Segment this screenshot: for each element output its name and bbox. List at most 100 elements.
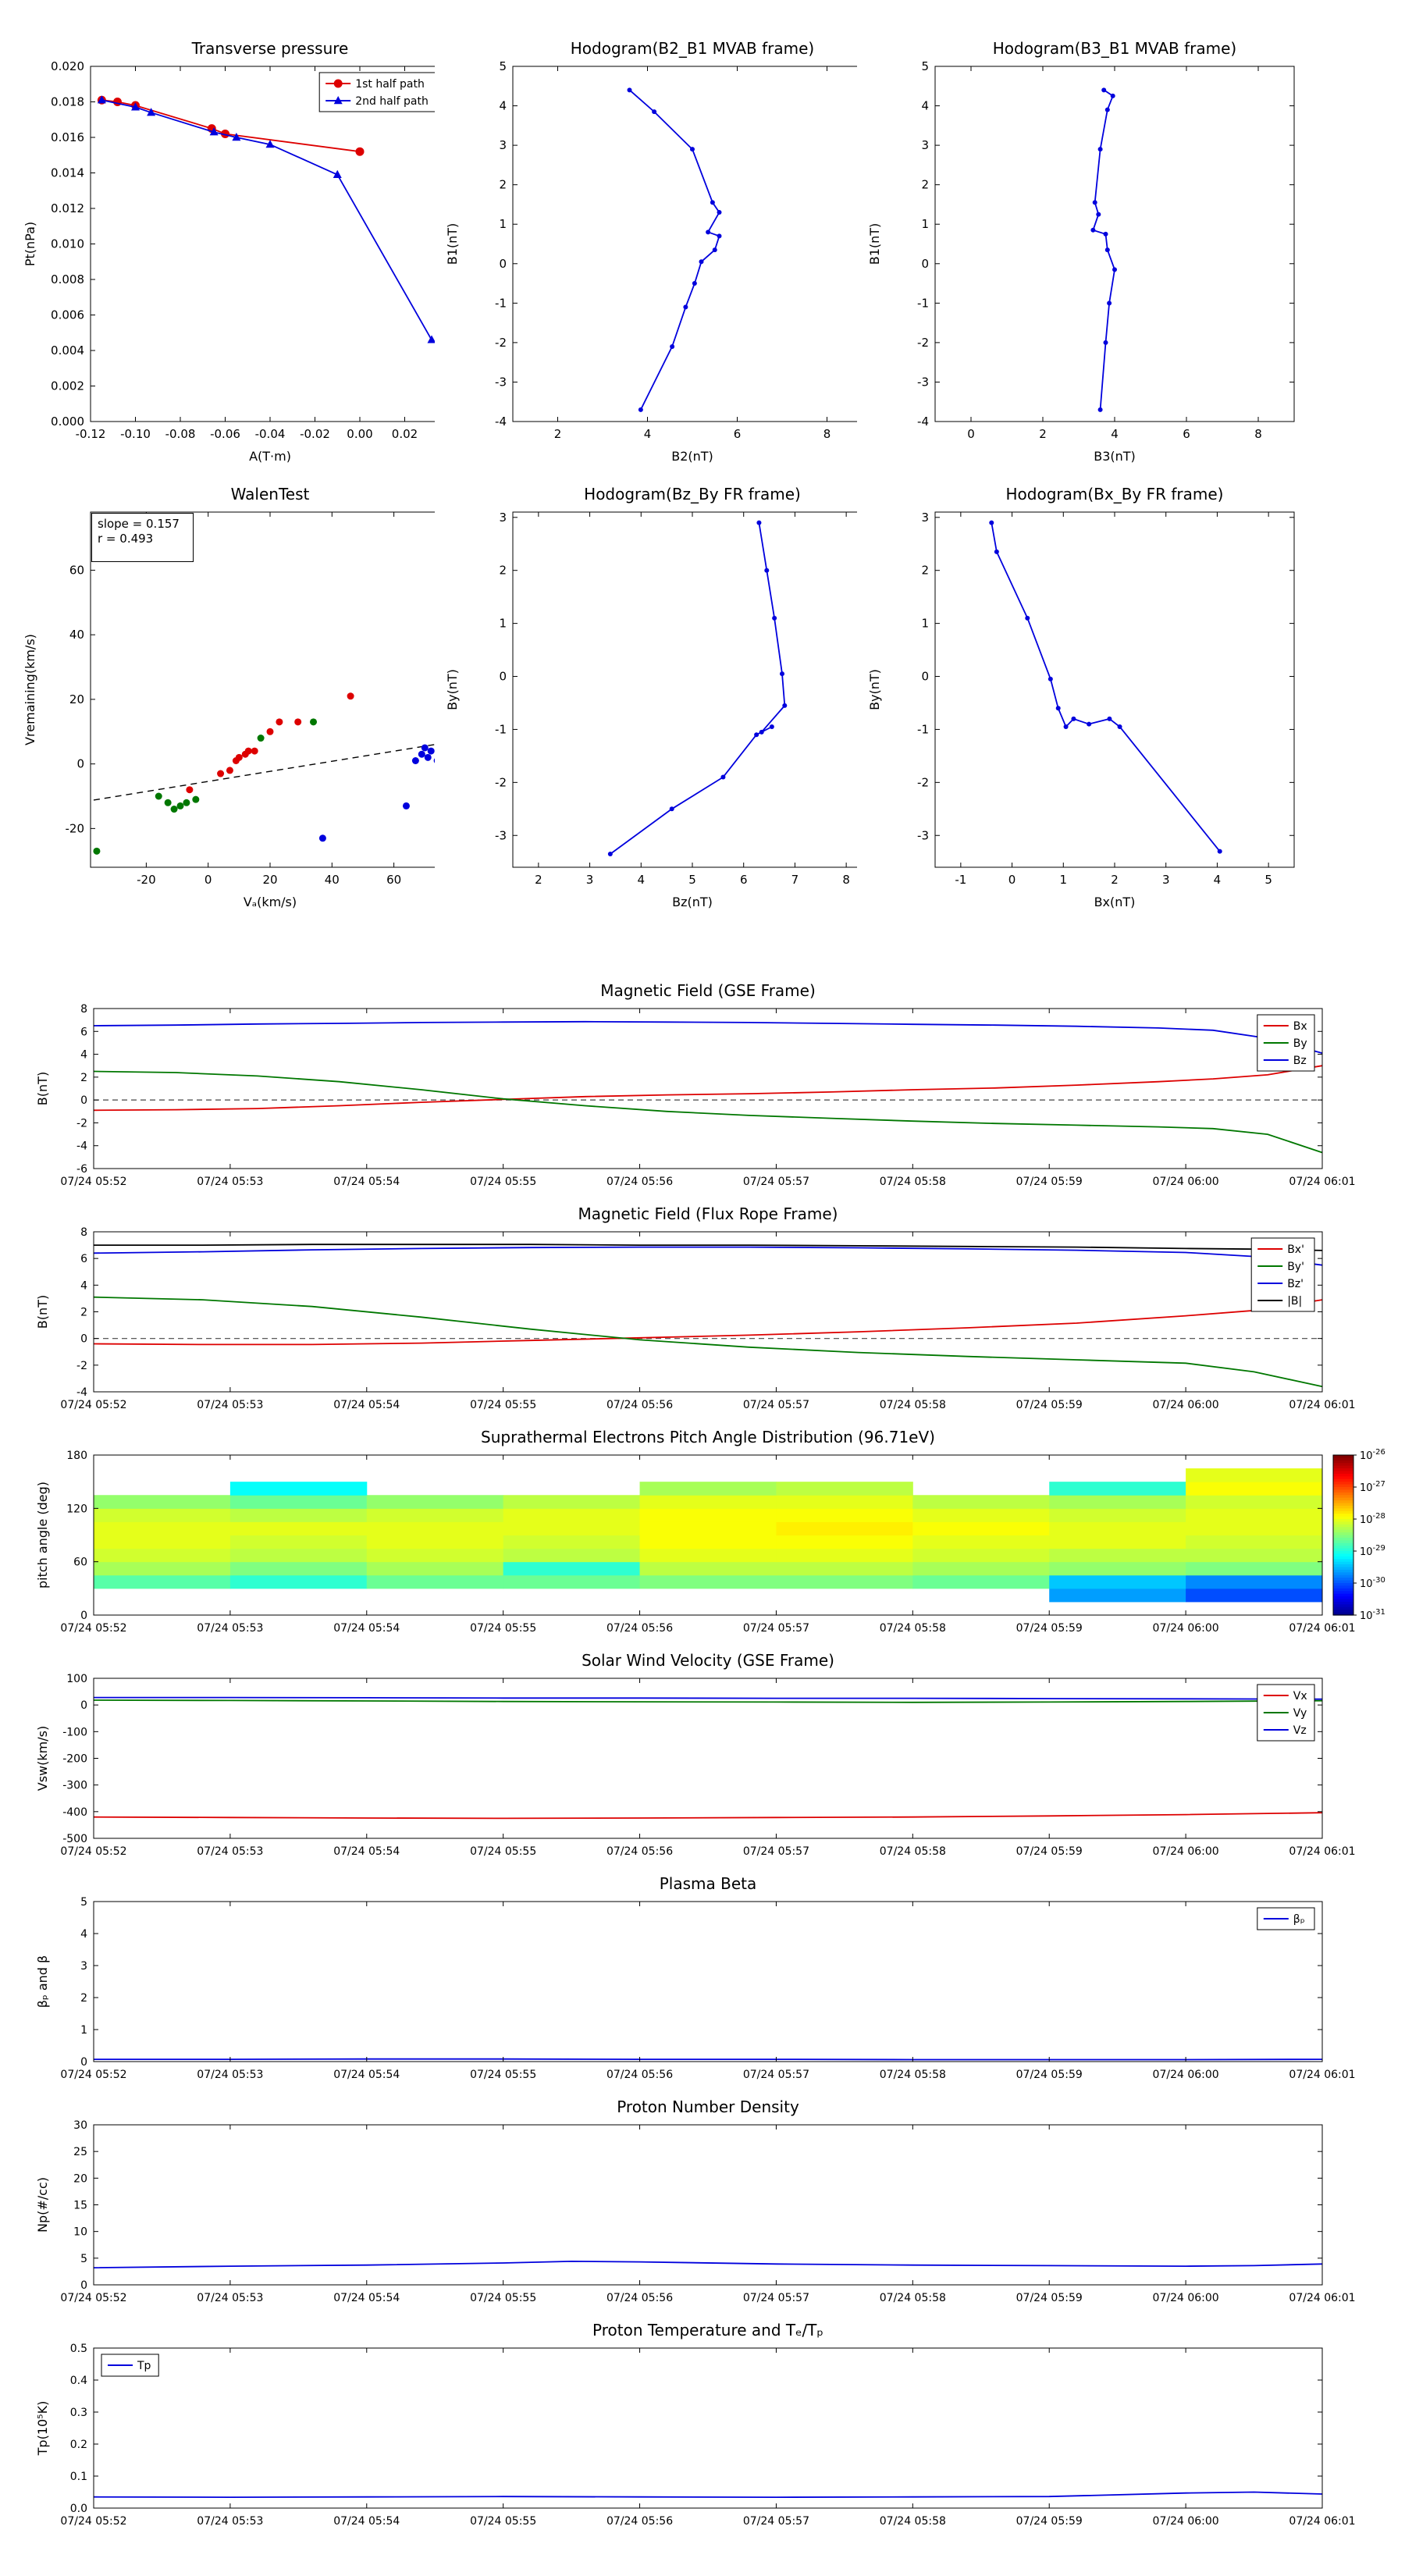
svg-text:3: 3 — [586, 873, 594, 887]
svg-text:Transverse pressure: Transverse pressure — [191, 39, 349, 58]
svg-text:07/24 05:55: 07/24 05:55 — [470, 2069, 536, 2081]
svg-text:6: 6 — [80, 1026, 87, 1038]
svg-text:07/24 06:00: 07/24 06:00 — [1153, 1845, 1219, 1858]
svg-text:-4: -4 — [76, 1140, 87, 1153]
svg-text:Proton Number Density: Proton Number Density — [617, 2097, 799, 2116]
magnetic-field-flux-rope-plot: 07/24 05:52 07/24 05:53 07/24 05:54 07/24 0… — [0, 1197, 1405, 1420]
svg-text:07/24 05:56: 07/24 05:56 — [606, 1622, 673, 1635]
svg-text:07/24 05:56: 07/24 05:56 — [606, 1399, 673, 1411]
svg-text:30: 30 — [73, 2119, 87, 2132]
svg-text:2: 2 — [1039, 427, 1047, 441]
svg-text:7: 7 — [791, 873, 799, 887]
svg-text:Tp: Tp — [137, 2360, 151, 2372]
magnetic-field-gse-plot: 07/24 05:52 07/24 05:53 07/24 05:54 07/24 0… — [0, 973, 1405, 1197]
svg-text:07/24 05:56: 07/24 05:56 — [606, 2515, 673, 2528]
svg-text:0: 0 — [80, 1333, 87, 1346]
svg-text:-0.10: -0.10 — [120, 427, 151, 441]
svg-text:Suprathermal Electrons Pitch A: Suprathermal Electrons Pitch Angle Distr… — [481, 1428, 935, 1446]
svg-text:07/24 05:57: 07/24 05:57 — [743, 2069, 809, 2081]
svg-text:-4: -4 — [76, 1386, 87, 1399]
svg-text:07/24 05:58: 07/24 05:58 — [880, 2292, 946, 2304]
svg-text:0: 0 — [1008, 873, 1016, 887]
svg-text:07/24 06:01: 07/24 06:01 — [1289, 1845, 1355, 1858]
svg-text:2: 2 — [80, 1072, 87, 1084]
svg-text:0: 0 — [499, 257, 507, 271]
svg-text:07/24 05:52: 07/24 05:52 — [60, 2069, 126, 2081]
svg-text:4: 4 — [80, 1928, 87, 1941]
svg-text:B3(nT): B3(nT) — [1094, 449, 1136, 464]
svg-text:3: 3 — [499, 511, 507, 525]
svg-text:Bz: Bz — [1293, 1055, 1307, 1067]
svg-text:Bx: Bx — [1293, 1020, 1307, 1033]
svg-text:07/24 06:00: 07/24 06:00 — [1153, 1176, 1219, 1188]
svg-text:0.5: 0.5 — [70, 2343, 87, 2355]
svg-text:-0.12: -0.12 — [76, 427, 106, 441]
svg-text:20: 20 — [262, 873, 277, 887]
svg-text:0: 0 — [80, 2056, 87, 2069]
svg-text:07/24 05:59: 07/24 05:59 — [1016, 2069, 1083, 2081]
svg-text:0.012: 0.012 — [51, 201, 84, 215]
svg-text:3: 3 — [921, 138, 929, 152]
svg-text:0.008: 0.008 — [51, 272, 84, 286]
svg-text:Tp(10⁵K): Tp(10⁵K) — [35, 2401, 50, 2457]
svg-text:Hodogram(Bx_By FR frame): Hodogram(Bx_By FR frame) — [1005, 485, 1223, 503]
svg-text:-1: -1 — [917, 722, 929, 736]
svg-text:07/24 05:54: 07/24 05:54 — [333, 1845, 400, 1858]
svg-text:-3: -3 — [495, 375, 507, 389]
svg-text:07/24 05:57: 07/24 05:57 — [743, 1845, 809, 1858]
transverse-pressure-plot: -0.12 -0.10 -0.08 -0.06 -0.04 -0.02 0.00 0.02 0.… — [12, 31, 465, 477]
svg-text:07/24 05:54: 07/24 05:54 — [333, 2069, 400, 2081]
svg-text:07/24 05:56: 07/24 05:56 — [606, 1176, 673, 1188]
proton-temperature-plot: 07/24 05:52 07/24 05:53 07/24 05:54 07/24 0… — [0, 2313, 1405, 2536]
svg-text:07/24 05:52: 07/24 05:52 — [60, 1399, 126, 1411]
svg-text:Vsw(km/s): Vsw(km/s) — [35, 1726, 50, 1791]
svg-text:Plasma Beta: Plasma Beta — [660, 1874, 757, 1893]
svg-text:4: 4 — [80, 1279, 87, 1292]
svg-text:07/24 06:01: 07/24 06:01 — [1289, 1622, 1355, 1635]
svg-text:-3: -3 — [917, 828, 929, 842]
svg-text:07/24 06:00: 07/24 06:00 — [1153, 2069, 1219, 2081]
svg-text:Vₐ(km/s): Vₐ(km/s) — [244, 895, 297, 909]
svg-text:0.2: 0.2 — [70, 2439, 87, 2451]
svg-text:Bx(nT): Bx(nT) — [1094, 895, 1136, 909]
svg-text:07/24 05:54: 07/24 05:54 — [333, 2515, 400, 2528]
svg-text:07/24 06:01: 07/24 06:01 — [1289, 1176, 1355, 1188]
svg-text:0.1: 0.1 — [70, 2471, 87, 2483]
svg-text:4: 4 — [644, 427, 652, 441]
svg-text:07/24 05:54: 07/24 05:54 — [333, 1622, 400, 1635]
svg-text:0.02: 0.02 — [392, 427, 418, 441]
svg-text:-400: -400 — [62, 1806, 87, 1819]
svg-text:By: By — [1293, 1037, 1307, 1050]
svg-text:-0.06: -0.06 — [210, 427, 240, 441]
hodogram-b2-b1-plot: 2 4 6 8 -4 -3 -2 -1 0 1 2 3 4 5 Hodogram(B2_B1 MVAB fr… — [435, 31, 887, 477]
svg-text:0: 0 — [80, 1094, 87, 1107]
svg-text:07/24 05:57: 07/24 05:57 — [743, 1622, 809, 1635]
svg-text:07/24 05:58: 07/24 05:58 — [880, 2515, 946, 2528]
svg-text:2: 2 — [535, 873, 542, 887]
proton-number-density-plot: 07/24 05:52 07/24 05:53 07/24 05:54 07/24 0… — [0, 2090, 1405, 2313]
svg-text:07/24 05:53: 07/24 05:53 — [197, 2069, 263, 2081]
svg-text:0.018: 0.018 — [51, 95, 84, 109]
svg-text:6: 6 — [80, 1253, 87, 1265]
svg-text:07/24 05:59: 07/24 05:59 — [1016, 2515, 1083, 2528]
svg-text:07/24 05:54: 07/24 05:54 — [333, 1399, 400, 1411]
svg-text:2: 2 — [1111, 873, 1119, 887]
svg-text:60: 60 — [69, 563, 84, 577]
svg-text:0: 0 — [80, 1610, 87, 1622]
svg-text:07/24 05:57: 07/24 05:57 — [743, 1176, 809, 1188]
svg-text:07/24 05:58: 07/24 05:58 — [880, 2069, 946, 2081]
svg-text:-4: -4 — [917, 415, 929, 429]
svg-text:40: 40 — [69, 628, 84, 642]
svg-text:0.002: 0.002 — [51, 379, 84, 393]
svg-text:5: 5 — [1264, 873, 1272, 887]
svg-text:10-30: 10-30 — [1360, 1576, 1385, 1590]
svg-text:2: 2 — [921, 564, 929, 578]
svg-text:0: 0 — [76, 757, 84, 771]
svg-text:Pt(nPa): Pt(nPa) — [23, 222, 37, 266]
svg-text:2: 2 — [921, 178, 929, 192]
svg-text:07/24 06:01: 07/24 06:01 — [1289, 2069, 1355, 2081]
svg-text:-0.02: -0.02 — [300, 427, 330, 441]
svg-text:|B|: |B| — [1287, 1295, 1302, 1308]
svg-text:1: 1 — [921, 217, 929, 231]
